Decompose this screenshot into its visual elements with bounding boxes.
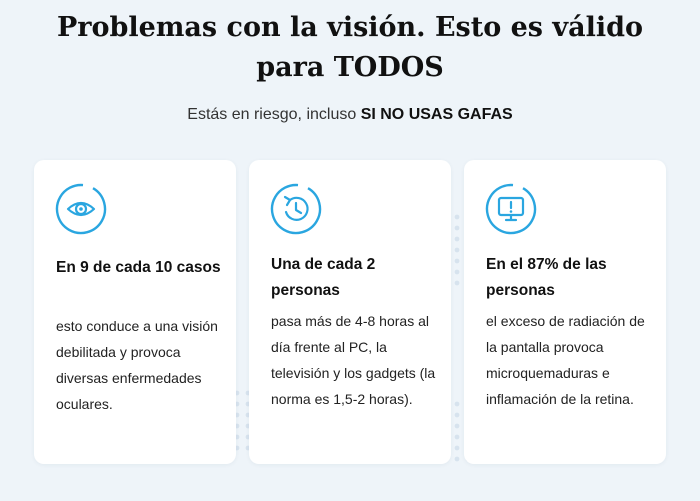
- clock-icon: [270, 183, 322, 235]
- monitor-warning-icon: [485, 183, 537, 235]
- card-title: En 9 de cada 10 casos: [56, 259, 221, 276]
- card-title: Una de cada 2 personas: [271, 256, 376, 299]
- stat-card-eye: En 9 de cada 10 casos esto conduce a una…: [34, 160, 236, 464]
- card-text: pasa más de 4-8 horas al día frente al P…: [271, 313, 436, 407]
- page-title: Problemas con la visión. Esto es válido …: [56, 12, 643, 83]
- card-title: En el 87% de las personas: [486, 256, 607, 299]
- card-text: esto conduce a una visión debilitada y p…: [56, 318, 218, 412]
- card-text: el exceso de radiación de la pantalla pr…: [486, 313, 645, 407]
- page-subtitle: Estás en riesgo, incluso SI NO USAS GAFA…: [0, 104, 700, 126]
- subtitle-text: Estás en riesgo, incluso: [187, 106, 361, 123]
- stat-card-monitor: En el 87% de las personas el exceso de r…: [464, 160, 666, 464]
- subtitle-emphasis: SI NO USAS GAFAS: [360, 106, 513, 123]
- stat-card-clock: Una de cada 2 personas pasa más de 4-8 h…: [249, 160, 451, 464]
- eye-icon: [55, 183, 107, 235]
